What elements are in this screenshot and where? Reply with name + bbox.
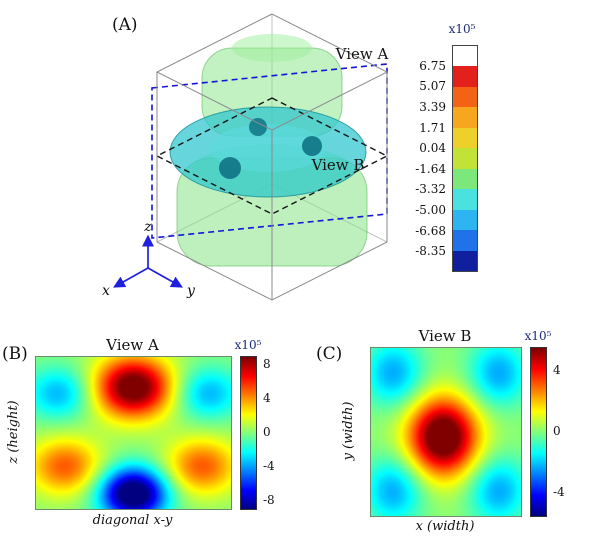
panel-c-label: (C) [316,344,343,364]
colorbar-segment [453,168,477,190]
teal-isosurface [169,106,367,198]
colorbar-b [240,356,257,510]
colorbar-c-exponent: x10⁵ [524,329,552,343]
colorbar-b-tick-labels: 8 4 0 -4 -8 [259,356,289,508]
colorbar-segment [453,66,477,87]
colorbar-tick-label: -4 [263,458,275,473]
colorbar-c-tick-labels: 4 0 -4 [549,347,577,515]
axis-x-label: x [102,283,110,299]
colorbar-a [452,45,478,272]
torus-hole [302,136,322,156]
colorbar-tick-label: 5.07 [419,79,446,94]
colorbar-tick-label: 3.39 [419,99,446,114]
axis-y-label: y [186,283,196,299]
view-a-xlabel: diagonal x-y [92,513,173,528]
colorbar-segment [453,46,477,67]
colorbar-tick-label: -8 [263,492,275,507]
colorbar-tick-label: 0 [263,425,271,439]
colorbar-segment [453,230,477,251]
colorbar-tick-label: -1.64 [415,161,446,176]
view-a-annotation: View A [335,45,389,63]
axis-triad [113,234,183,288]
colorbar-tick-label: -6.68 [415,223,446,238]
view-a-ylabel: z (height) [6,400,21,464]
colorbar-segment [453,86,477,108]
view-b-plane [155,97,389,215]
colorbar-tick-label: -4 [553,485,565,500]
view-b-annotation: View B [311,156,365,174]
view-a-plane [151,63,388,239]
colorbar-tick-label: 1.71 [419,120,446,135]
colorbar-a-tick-labels: 6.75 5.07 3.39 1.71 0.04 -1.64 -3.32 -5.00 -6.68… [398,45,448,272]
axis-z-label: z [143,219,152,235]
view-b-xlabel: x (width) [415,519,475,534]
colorbar-tick-label: 0.04 [419,141,446,156]
colorbar-segment [453,209,477,231]
view-b-ylabel: y (width) [341,401,356,461]
colorbar-tick-label: -8.35 [415,244,446,259]
cube-wireframe [155,13,389,301]
panel-a-label: (A) [112,15,138,35]
colorbar-segment [453,250,477,271]
colorbar-segment [453,127,477,149]
colorbar-tick-label: -3.32 [415,182,446,197]
torus-hole [219,157,241,179]
colorbar-tick-label: 4 [263,391,271,406]
colorbar-tick-label: 8 [263,357,271,372]
colorbar-tick-label: -5.00 [415,203,446,218]
colorbar-a-exponent: x10⁵ [448,22,476,36]
torus-hole [249,118,267,136]
view-b-title: View B [418,327,472,345]
panel-b-label: (B) [2,344,28,364]
colorbar-segment [453,107,477,128]
colorbar-tick-label: 6.75 [419,58,446,73]
colorbar-tick-label: 0 [553,424,561,438]
panel-a-3d-plot: (A) View A View B [102,13,389,301]
view-a-title: View A [106,336,159,354]
colorbar-segment [453,148,477,169]
colorbar-b-exponent: x10⁵ [234,338,262,352]
colorbar-segment [453,189,477,210]
colorbar-c [530,347,547,517]
view-b-heatmap-canvas [370,347,522,517]
view-a-heatmap-canvas [35,356,232,510]
colorbar-tick-label: 4 [553,362,561,377]
